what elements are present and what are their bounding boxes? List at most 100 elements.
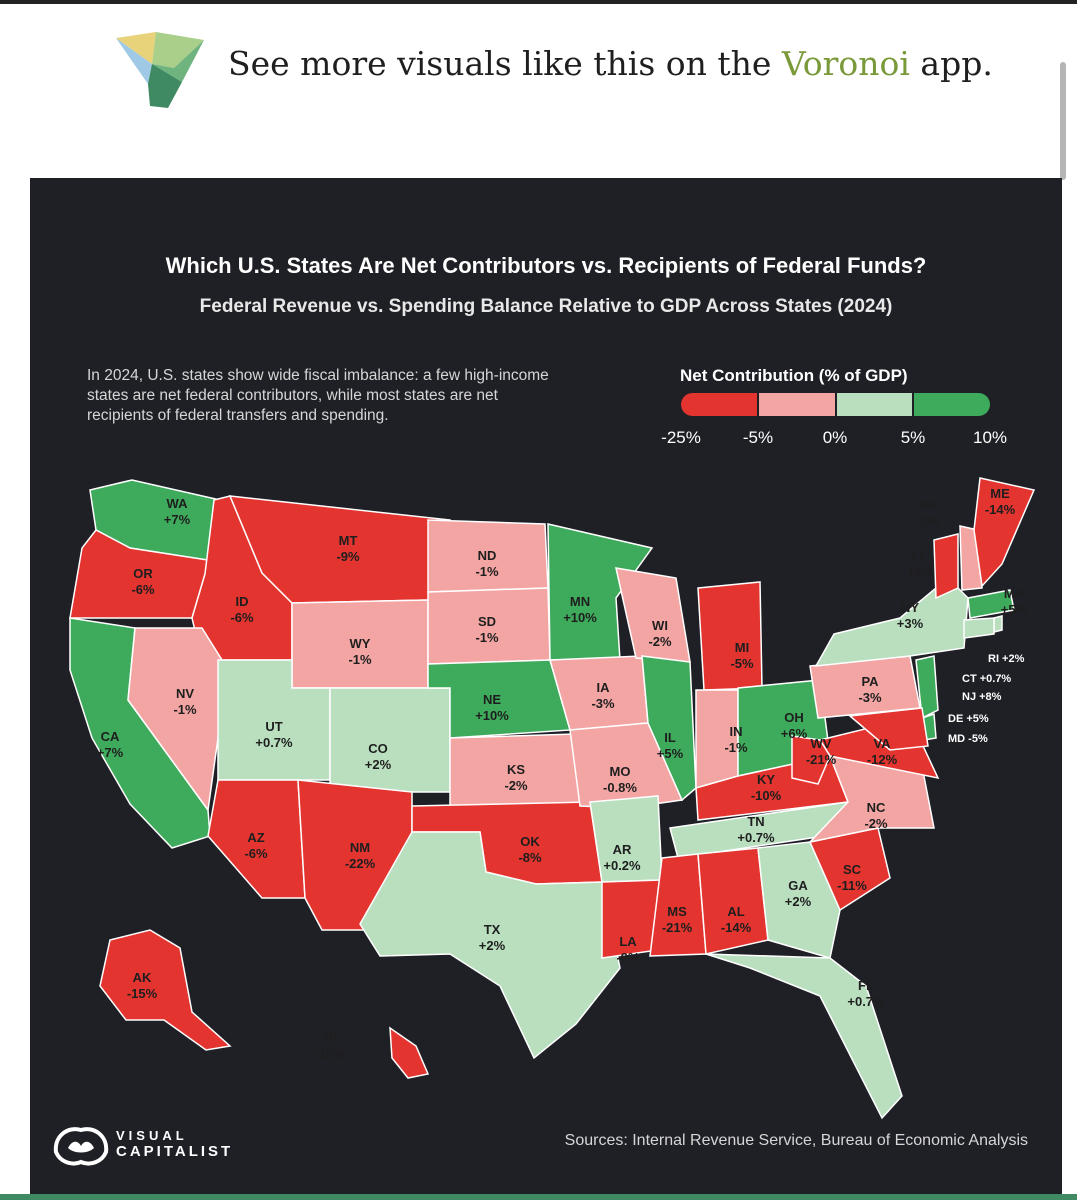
state-code-ar: AR (613, 842, 632, 857)
state-code-nh: NH (919, 498, 938, 513)
state-ak (99, 929, 232, 1051)
state-code-ne: NE (483, 692, 501, 707)
legend-tick: 5% (900, 428, 926, 447)
state-value-oh: +6% (781, 726, 808, 741)
state-code-sd: SD (478, 614, 496, 629)
state-code-il: IL (664, 730, 676, 745)
state-value-mn: +10% (563, 610, 597, 625)
banner-app-link[interactable]: Voronoi (781, 44, 910, 83)
state-ct (963, 617, 995, 639)
state-value-fl: +0.7% (847, 994, 885, 1009)
state-code-nc: NC (867, 800, 886, 815)
legend-tick: -25% (661, 428, 701, 447)
state-code-vt: VT (910, 548, 927, 563)
state-code-wa: WA (167, 496, 189, 511)
state-code-wv: WV (811, 736, 832, 751)
state-value-ne: +10% (475, 708, 509, 723)
state-value-wv: -21% (806, 752, 837, 767)
state-il (641, 655, 697, 802)
state-value-co: +2% (365, 757, 392, 772)
state-value-sd: -1% (475, 630, 499, 645)
state-vt (933, 533, 959, 600)
state-value-nd: -1% (475, 564, 499, 579)
state-value-la: -9% (616, 950, 640, 965)
state-ma (967, 589, 1015, 619)
state-value-al: -14% (721, 920, 752, 935)
state-code-ky: KY (757, 772, 775, 787)
state-label-ri: RI +2% (988, 653, 1025, 665)
state-code-wy: WY (350, 636, 371, 651)
state-ri (993, 615, 1003, 633)
state-code-ak: AK (133, 970, 152, 985)
state-in (695, 689, 739, 789)
sources-note: Sources: Internal Revenue Service, Burea… (564, 1132, 1028, 1149)
state-value-pa: -3% (858, 690, 882, 705)
state-code-ga: GA (788, 878, 808, 893)
state-co (329, 687, 451, 793)
state-value-in: -1% (724, 740, 748, 755)
state-value-ms: -21% (662, 920, 693, 935)
intro-text: In 2024, U.S. states show wide fiscal im… (87, 367, 549, 424)
state-me (973, 477, 1036, 588)
promo-banner[interactable]: See more visuals like this on the Vorono… (0, 4, 1077, 178)
state-value-az: -6% (244, 846, 268, 861)
state-code-co: CO (368, 741, 388, 756)
state-code-al: AL (727, 904, 744, 919)
state-value-or: -6% (131, 582, 155, 597)
state-value-il: +5% (657, 746, 684, 761)
brand-name: VISUAL CAPITALIST (116, 1128, 233, 1160)
state-ga (757, 841, 841, 959)
state-code-tx: TX (484, 922, 501, 937)
state-code-nm: NM (350, 840, 370, 855)
state-value-wa: +7% (164, 512, 191, 527)
state-value-ut: +0.7% (255, 735, 293, 750)
state-code-nd: ND (478, 548, 497, 563)
state-mi (697, 581, 763, 691)
state-az (207, 779, 306, 899)
state-al (697, 847, 769, 955)
state-label-de: DE +5% (948, 713, 989, 725)
state-code-tn: TN (747, 814, 764, 829)
state-value-ma: +5% (1001, 602, 1028, 617)
state-code-mo: MO (610, 764, 631, 779)
voronoi-logo-icon (116, 32, 204, 108)
legend-bin-2 (758, 393, 837, 416)
state-code-hi: HI (324, 1030, 337, 1045)
state-code-ny: NY (901, 600, 919, 615)
state-wv (791, 735, 831, 785)
state-code-ok: OK (520, 834, 540, 849)
state-code-oh: OH (784, 710, 804, 725)
state-code-la: LA (619, 934, 637, 949)
state-code-id: ID (236, 594, 249, 609)
state-value-mi: -5% (730, 656, 754, 671)
state-code-ia: IA (597, 680, 611, 695)
legend-title: Net Contribution (% of GDP) (680, 366, 908, 385)
state-code-ca: CA (101, 729, 120, 744)
state-hi (389, 1026, 430, 1079)
state-fl (705, 953, 903, 1120)
banner-text: See more visuals like this on the Vorono… (228, 44, 993, 83)
legend-bin-3 (836, 393, 915, 416)
state-code-ks: KS (507, 762, 525, 777)
state-code-az: AZ (247, 830, 264, 845)
state-code-mt: MT (339, 533, 358, 548)
state-code-va: VA (873, 736, 891, 751)
brand-line-1: VISUAL (116, 1128, 188, 1143)
state-code-ma: MA (1004, 586, 1025, 601)
scrollbar[interactable] (1060, 62, 1066, 180)
state-value-nm: -22% (345, 856, 376, 871)
state-code-nv: NV (176, 686, 194, 701)
infographic-panel: Which U.S. States Are Net Contributors v… (30, 178, 1062, 1194)
state-label-md: MD -5% (948, 733, 988, 745)
state-value-tn: +0.7% (737, 830, 775, 845)
state-value-ia: -3% (591, 696, 615, 711)
bottom-border (0, 1194, 1077, 1200)
banner-text-prefix: See more visuals like this on the (228, 44, 782, 83)
chart-title: Which U.S. States Are Net Contributors v… (165, 253, 927, 278)
state-code-fl: FL (858, 978, 874, 993)
state-value-ks: -2% (504, 778, 528, 793)
state-code-wi: WI (652, 618, 668, 633)
state-code-sc: SC (843, 862, 862, 877)
legend-tick: -5% (742, 428, 774, 447)
visual-capitalist-logo-icon (53, 1127, 109, 1166)
